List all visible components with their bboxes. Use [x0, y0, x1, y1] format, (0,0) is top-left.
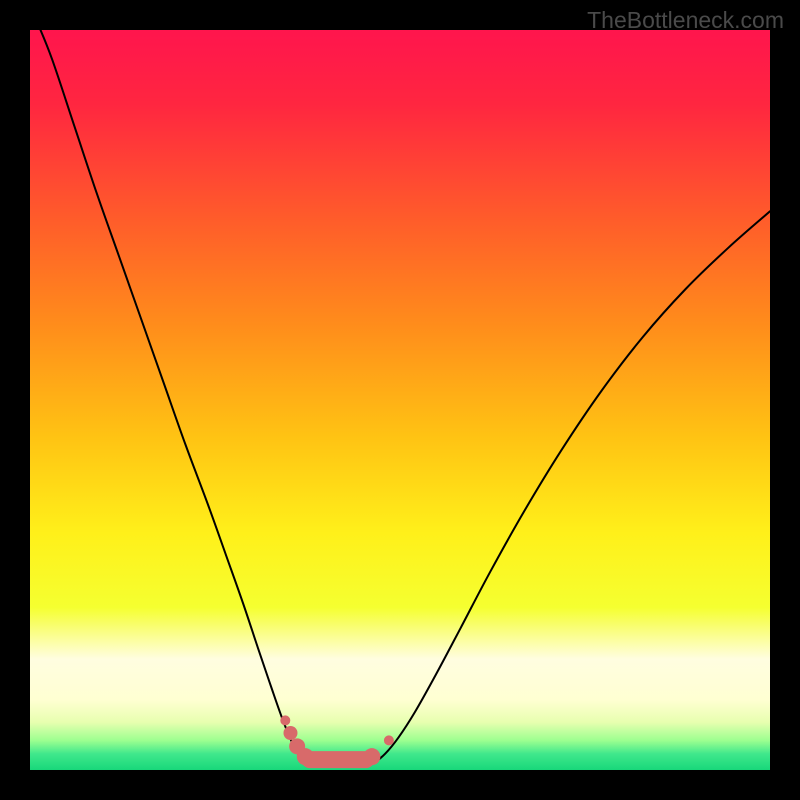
valley-dot — [280, 715, 290, 725]
valley-dot — [289, 738, 305, 754]
valley-dot — [283, 726, 297, 740]
valley-dot — [384, 735, 394, 745]
bottleneck-chart — [0, 0, 800, 800]
gradient-background — [30, 30, 770, 770]
watermark-text: TheBottleneck.com — [587, 7, 784, 34]
valley-dot — [363, 748, 380, 765]
